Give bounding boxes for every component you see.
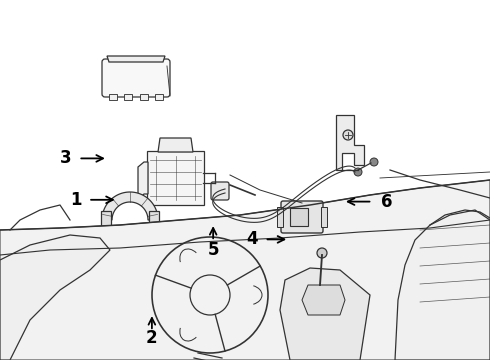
- Polygon shape: [336, 115, 364, 170]
- Polygon shape: [395, 210, 490, 360]
- Circle shape: [150, 230, 157, 238]
- FancyBboxPatch shape: [109, 94, 117, 100]
- Text: 2: 2: [146, 329, 158, 347]
- Polygon shape: [302, 285, 345, 315]
- Polygon shape: [102, 192, 158, 220]
- Text: 6: 6: [381, 193, 393, 211]
- FancyBboxPatch shape: [155, 94, 163, 100]
- Circle shape: [343, 130, 353, 140]
- FancyBboxPatch shape: [140, 94, 147, 100]
- FancyBboxPatch shape: [211, 182, 229, 200]
- Text: 3: 3: [60, 149, 72, 167]
- Circle shape: [354, 168, 362, 176]
- FancyBboxPatch shape: [277, 207, 283, 227]
- FancyBboxPatch shape: [321, 207, 327, 227]
- FancyBboxPatch shape: [101, 211, 111, 243]
- Text: 4: 4: [246, 230, 258, 248]
- Polygon shape: [280, 268, 370, 360]
- Circle shape: [370, 158, 378, 166]
- Text: 5: 5: [207, 241, 219, 259]
- Circle shape: [102, 230, 109, 238]
- FancyBboxPatch shape: [281, 201, 323, 233]
- FancyBboxPatch shape: [149, 211, 159, 243]
- Polygon shape: [0, 235, 110, 360]
- Text: 1: 1: [70, 191, 82, 209]
- FancyBboxPatch shape: [290, 208, 308, 226]
- FancyBboxPatch shape: [124, 94, 132, 100]
- FancyBboxPatch shape: [147, 151, 204, 205]
- FancyBboxPatch shape: [102, 59, 170, 97]
- Circle shape: [317, 248, 327, 258]
- Polygon shape: [107, 56, 165, 62]
- Polygon shape: [0, 180, 490, 360]
- Polygon shape: [138, 162, 148, 199]
- Polygon shape: [158, 138, 193, 152]
